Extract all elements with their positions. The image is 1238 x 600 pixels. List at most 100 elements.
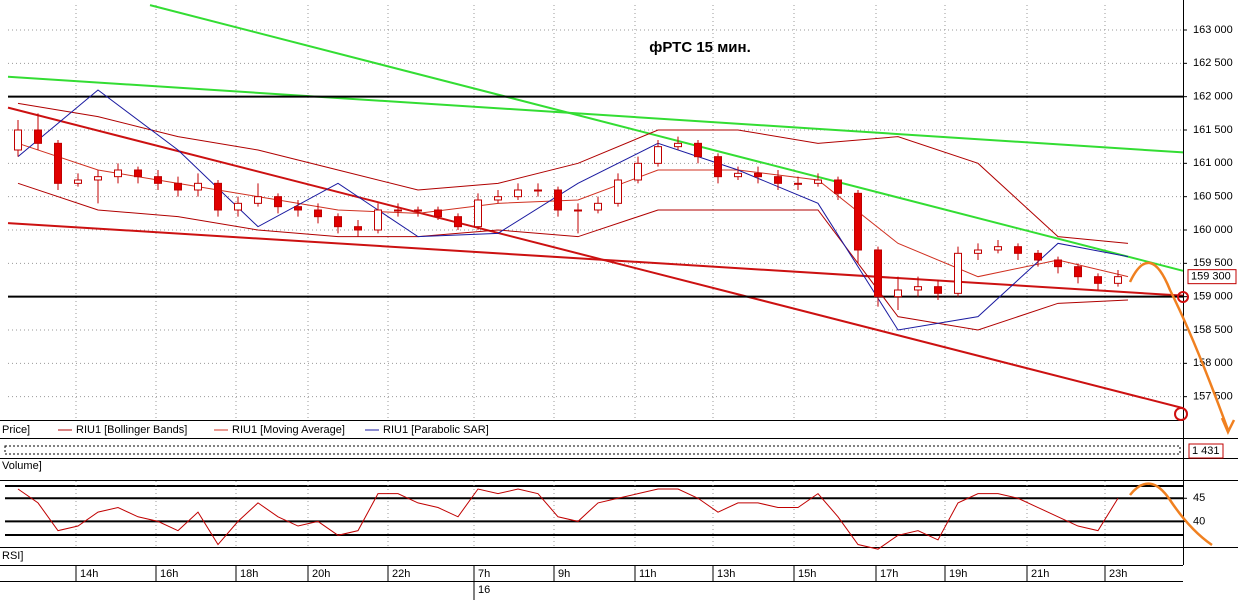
y-tick-label: 158 500 [1193, 324, 1233, 336]
indicator-line [17, 182, 1129, 331]
candle-body [1034, 252, 1042, 261]
candle-body [314, 209, 322, 218]
candle-body [894, 289, 902, 298]
candle-body [134, 169, 142, 178]
candle-body [854, 192, 862, 251]
candle-body [154, 176, 162, 184]
candle-body [474, 199, 482, 228]
indicator-line [17, 89, 1129, 331]
indicator-line [17, 102, 1129, 244]
x-tick-label: 21h [1031, 568, 1049, 580]
y-tick-label: 161 000 [1193, 157, 1233, 169]
y-tick-label: 160 000 [1193, 224, 1233, 236]
candle-body [534, 189, 542, 192]
x-tick-label: 16h [160, 568, 178, 580]
y-tick-label: 157 500 [1193, 391, 1233, 403]
candle-body [574, 209, 582, 212]
y-tick-label: 160 500 [1193, 191, 1233, 203]
legend-label: RIU1 [Moving Average] [232, 424, 345, 436]
x-tick-label: 22h [392, 568, 410, 580]
candle-body [174, 182, 182, 191]
candle-body [214, 182, 222, 211]
candle-body [454, 216, 462, 228]
candle-body [634, 162, 642, 181]
y-tick-label: 161 500 [1193, 124, 1233, 136]
candle-body [94, 176, 102, 181]
candle-body [1094, 276, 1102, 284]
trend-line [149, 4, 1184, 272]
forecast-annotation [1128, 261, 1236, 547]
candle-body [334, 216, 342, 228]
candle-body [1074, 266, 1082, 278]
forecast-arrow [1129, 482, 1213, 547]
candle-body [1014, 246, 1022, 254]
panel-label: RSI] [2, 550, 23, 562]
candle-body [834, 179, 842, 194]
candle-body [594, 202, 602, 211]
candle-body [194, 182, 202, 191]
volume-band [4, 445, 1181, 455]
candle-body [34, 129, 42, 144]
x-tick-label: 13h [717, 568, 735, 580]
candle-body [254, 196, 262, 204]
candle-body [434, 209, 442, 218]
candle-body [914, 286, 922, 291]
legend-label: RIU1 [Parabolic SAR] [383, 424, 489, 436]
candle-body [514, 189, 522, 198]
x-tick-label: 7h [478, 568, 490, 580]
arrow-head [1220, 417, 1236, 435]
candle-body [54, 142, 62, 184]
trend-line [7, 106, 1184, 410]
y-tick-label: 163 000 [1193, 24, 1233, 36]
rsi-tick-label: 40 [1193, 515, 1205, 527]
candle-body [694, 142, 702, 158]
date-label: 16 [478, 584, 490, 596]
candle-body [994, 246, 1002, 251]
candle-body [374, 209, 382, 231]
plot: 163 000 162 500 162 000 161 500 161 000 160 5… [5, 4, 1237, 600]
x-tick-label: 11h [639, 568, 657, 580]
y-tick-label: 159 000 [1193, 291, 1233, 303]
x-tick-label: 20h [312, 568, 330, 580]
candle-body [654, 146, 662, 164]
x-tick-label: 17h [880, 568, 898, 580]
trend-line [7, 222, 1184, 297]
y-tick-label: 159 500 [1193, 257, 1233, 269]
candle-body [554, 189, 562, 211]
candle-body [1114, 276, 1122, 284]
y-tick-label: 162 500 [1193, 57, 1233, 69]
x-tick-label: 14h [80, 568, 98, 580]
forecast-arrow [1128, 261, 1230, 431]
candle-body [934, 286, 942, 294]
candle-body [714, 156, 722, 178]
indicator-line [17, 142, 1129, 278]
volume-value: 1 431 [1192, 445, 1220, 457]
panel-label: Price] [2, 424, 30, 436]
panel-label: Volume] [2, 460, 42, 472]
candle-body [354, 226, 362, 231]
candle-body [614, 179, 622, 204]
x-tick-label: 19h [949, 568, 967, 580]
candle-body [734, 172, 742, 178]
y-tick-label: 162 000 [1193, 91, 1233, 103]
rsi-tick-label: 45 [1193, 492, 1205, 504]
x-tick-label: 18h [240, 568, 258, 580]
x-tick-label: 23h [1109, 568, 1127, 580]
layout [0, 0, 1238, 582]
x-tick-label: 9h [558, 568, 570, 580]
candle-body [394, 209, 402, 212]
chart-title: фРТС 15 мин. [649, 39, 751, 56]
candle-body [1054, 259, 1062, 268]
trend-line [7, 75, 1184, 154]
last-price-label: 159 300 [1191, 271, 1231, 283]
candle-body [674, 142, 682, 148]
target-circle [1177, 291, 1189, 303]
candle-body [814, 179, 822, 184]
candle-body [274, 196, 282, 208]
candle-body [14, 129, 22, 151]
legend-label: RIU1 [Bollinger Bands] [76, 424, 187, 436]
candle-body [234, 202, 242, 211]
y-tick-label: 158 000 [1193, 357, 1233, 369]
candle-body [974, 249, 982, 254]
